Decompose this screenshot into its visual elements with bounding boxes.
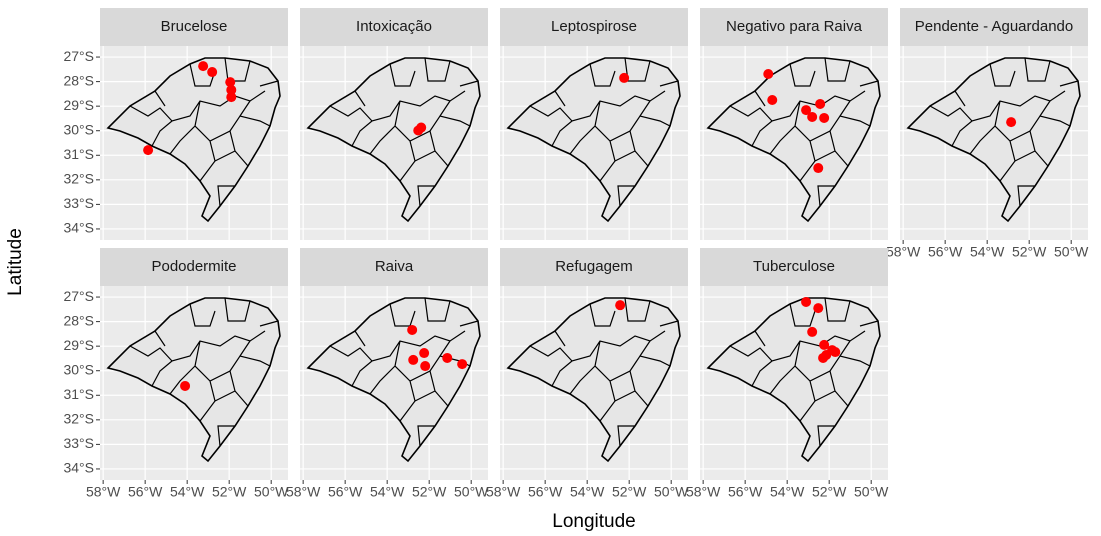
strip [500,248,688,286]
point [801,105,812,116]
point [442,352,453,363]
point [763,68,774,79]
strip-label: Refugagem [555,258,633,275]
strip [100,8,288,46]
strip [900,8,1088,46]
x-tick-label: 52°W [612,484,647,500]
point [813,303,824,314]
strip-label: Tuberculose [753,258,835,275]
x-tick-label: 56°W [528,484,563,500]
y-tick-label: 30°S [63,121,94,137]
y-tick-label: 34°S [63,220,94,236]
y-tick-label: 31°S [63,386,94,402]
point [819,112,830,123]
x-tick-label: 58°W [486,484,521,500]
strip [700,8,888,46]
x-tick-label: 58°W [886,244,921,260]
x-tick-label: 56°W [328,484,363,500]
x-tick-label: 56°W [728,484,763,500]
point [225,77,236,88]
y-tick-label: 29°S [63,97,94,113]
point [143,145,154,156]
x-tick-label: 56°W [928,244,963,260]
strip [100,248,288,286]
y-tick-label: 28°S [63,312,94,328]
point [813,163,824,174]
y-axis-title: Latitude [5,228,26,296]
strip [300,248,488,286]
point [420,361,431,372]
point [767,95,778,106]
point [407,324,418,335]
y-tick-label: 31°S [63,146,94,162]
y-tick-label: 33°S [63,195,94,211]
point [619,72,630,83]
strip-label: Leptospirose [551,18,637,35]
strip [700,248,888,286]
point [819,339,830,350]
point [226,84,237,95]
x-tick-label: 52°W [412,484,447,500]
strip-label: Intoxicação [356,18,432,35]
point [207,67,218,78]
x-tick-label: 58°W [86,484,121,500]
y-tick-label: 34°S [63,460,94,476]
point [408,354,419,365]
point [815,98,826,109]
x-tick-label: 52°W [212,484,247,500]
x-tick-label: 54°W [170,484,205,500]
x-tick-label: 50°W [654,484,689,500]
point [807,326,818,337]
point [180,380,191,391]
y-tick-label: 27°S [63,288,94,304]
x-tick-label: 54°W [770,484,805,500]
point [830,347,841,358]
point [419,348,430,359]
strip-label: Raiva [375,258,414,275]
x-tick-label: 54°W [370,484,405,500]
y-tick-label: 29°S [63,337,94,353]
strip-label: Negativo para Raiva [726,18,863,35]
x-tick-label: 54°W [570,484,605,500]
x-tick-label: 50°W [254,484,289,500]
x-tick-label: 50°W [454,484,489,500]
x-axis-title: Longitude [552,511,635,532]
x-tick-label: 50°W [854,484,889,500]
point [226,92,237,103]
point [413,125,424,136]
strip-label: Pendente - Aguardando [915,18,1073,35]
x-tick-label: 50°W [1054,244,1089,260]
point [807,111,818,122]
x-tick-label: 58°W [286,484,321,500]
strip-label: Pododermite [151,258,236,275]
point [457,359,468,370]
x-tick-label: 54°W [970,244,1005,260]
y-tick-label: 30°S [63,361,94,377]
x-tick-label: 52°W [812,484,847,500]
point [801,296,812,307]
y-tick-label: 28°S [63,72,94,88]
strip-label: Brucelose [161,18,228,35]
point [198,61,209,72]
x-tick-label: 58°W [686,484,721,500]
point [1006,117,1017,128]
y-tick-label: 32°S [63,171,94,187]
strip [500,8,688,46]
y-tick-label: 33°S [63,435,94,451]
y-tick-label: 32°S [63,411,94,427]
x-tick-label: 56°W [128,484,163,500]
strip [300,8,488,46]
y-tick-label: 27°S [63,48,94,64]
x-tick-label: 52°W [1012,244,1047,260]
point [818,352,829,363]
point [615,300,626,311]
